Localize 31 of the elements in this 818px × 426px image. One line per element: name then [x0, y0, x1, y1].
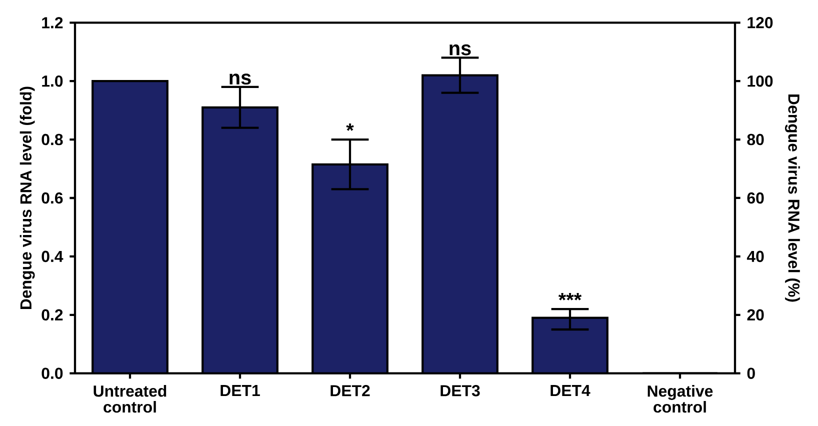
- y-tick-label: 0.8: [42, 134, 63, 146]
- bar: [202, 107, 278, 374]
- bar: [422, 75, 498, 374]
- y-tick-label: 0.6: [42, 192, 63, 204]
- y2-axis-title: Dengue virus RNA level (%): [784, 94, 800, 302]
- bar: [532, 318, 608, 374]
- annotation: *: [346, 123, 354, 131]
- annotation: ns: [230, 74, 251, 85]
- y-tick-label: 0.2: [42, 309, 63, 321]
- bar: [92, 81, 168, 374]
- y2-tick-label: 20: [747, 309, 764, 321]
- y2-tick-label: 100: [748, 75, 773, 87]
- y-tick-label: 0.0: [42, 368, 63, 379]
- x-tick-label: DET1: [220, 385, 260, 396]
- y2-tick-label: 40: [746, 250, 764, 262]
- annotation: ns: [450, 44, 471, 56]
- y-tick-label: 1.0: [42, 75, 63, 87]
- y2-tick-label: 120: [748, 17, 773, 28]
- x-tick-label: Untreated control: [94, 385, 166, 413]
- annotation: ***: [558, 292, 582, 300]
- y-tick-label: 1.2: [42, 17, 63, 28]
- y2-tick-label: 80: [747, 134, 764, 146]
- y2-tick-label: 0: [747, 368, 755, 379]
- x-tick-label: Negative control: [648, 385, 713, 413]
- bar: [312, 164, 388, 374]
- x-tick-label: DET3: [440, 385, 480, 396]
- x-tick-label: DET4: [550, 385, 590, 396]
- y2-tick-label: 60: [747, 192, 764, 204]
- x-tick-label: DET2: [330, 385, 370, 396]
- y-tick-label: 0.4: [42, 250, 64, 262]
- y-axis-title: Dengue virus RNA level (fold): [20, 86, 35, 309]
